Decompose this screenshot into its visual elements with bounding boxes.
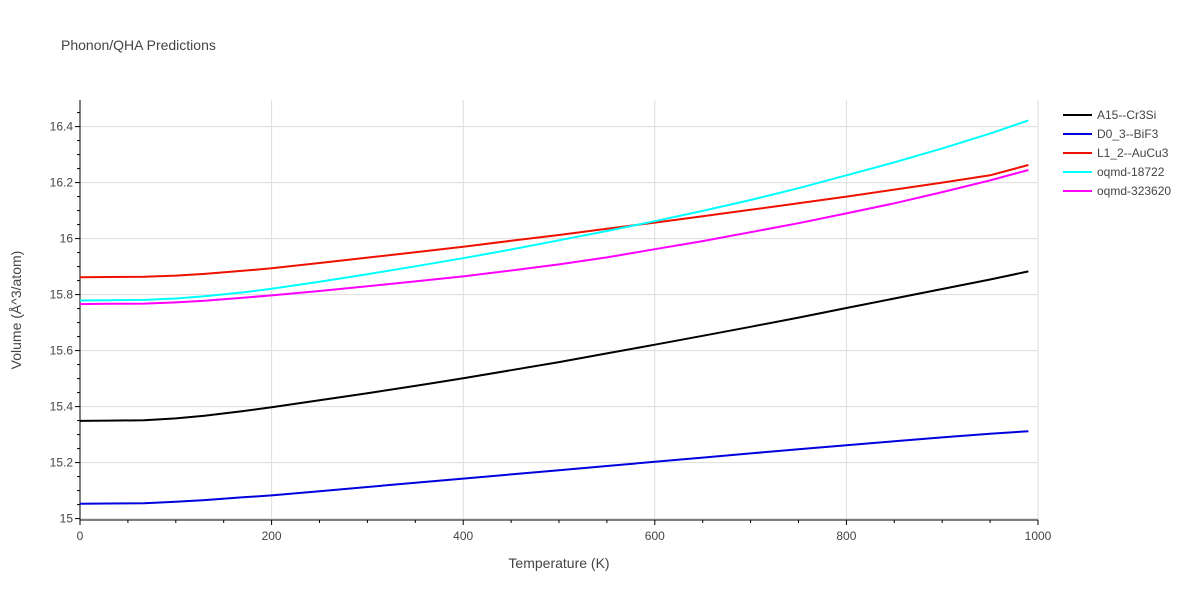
series-line-oqmd-18722 xyxy=(79,119,1029,302)
legend-entry-label: oqmd-18722 xyxy=(1097,165,1165,179)
y-tick-label: 16.2 xyxy=(50,176,74,190)
y-tick-label: 15 xyxy=(60,512,74,526)
series-line-L1_2--AuCu3 xyxy=(79,164,1029,279)
legend-entry-label: D0_3--BiF3 xyxy=(1097,127,1159,141)
x-axis-title: Temperature (K) xyxy=(508,555,609,571)
grid xyxy=(80,100,1039,520)
legend-entry-label: oqmd-323620 xyxy=(1097,184,1171,198)
series-line-D0_3--BiF3 xyxy=(79,430,1029,505)
y-tick-label: 15.2 xyxy=(50,456,74,470)
series-line-oqmd-323620 xyxy=(79,169,1029,306)
axes: 0 200 400 600 800 1000 15 15.2 15.4 15.6 15.8 16 16.… xyxy=(50,100,1052,543)
x-tick-label: 800 xyxy=(836,529,856,543)
chart-title: Phonon/QHA Predictions xyxy=(61,37,216,53)
x-tick-label: 1000 xyxy=(1025,529,1052,543)
y-tick-label: 16.4 xyxy=(50,120,74,134)
x-tick-label: 0 xyxy=(77,529,84,543)
y-tick-label: 15.6 xyxy=(50,344,74,358)
legend-entry-label: A15--Cr3Si xyxy=(1097,108,1156,122)
plot-area xyxy=(79,119,1029,505)
legend: A15--Cr3Si D0_3--BiF3 L1_2--AuCu3 oqmd-1872… xyxy=(1063,108,1171,198)
x-tick-label: 200 xyxy=(262,529,282,543)
series-line-A15--Cr3Si xyxy=(79,270,1029,422)
legend-entry-label: L1_2--AuCu3 xyxy=(1097,146,1169,160)
x-tick-label: 600 xyxy=(645,529,665,543)
y-tick-label: 16 xyxy=(60,232,74,246)
y-tick-label: 15.8 xyxy=(50,288,74,302)
x-tick-label: 400 xyxy=(453,529,473,543)
y-axis-title: Volume (Å^3/atom) xyxy=(8,251,24,370)
y-tick-label: 15.4 xyxy=(50,400,74,414)
